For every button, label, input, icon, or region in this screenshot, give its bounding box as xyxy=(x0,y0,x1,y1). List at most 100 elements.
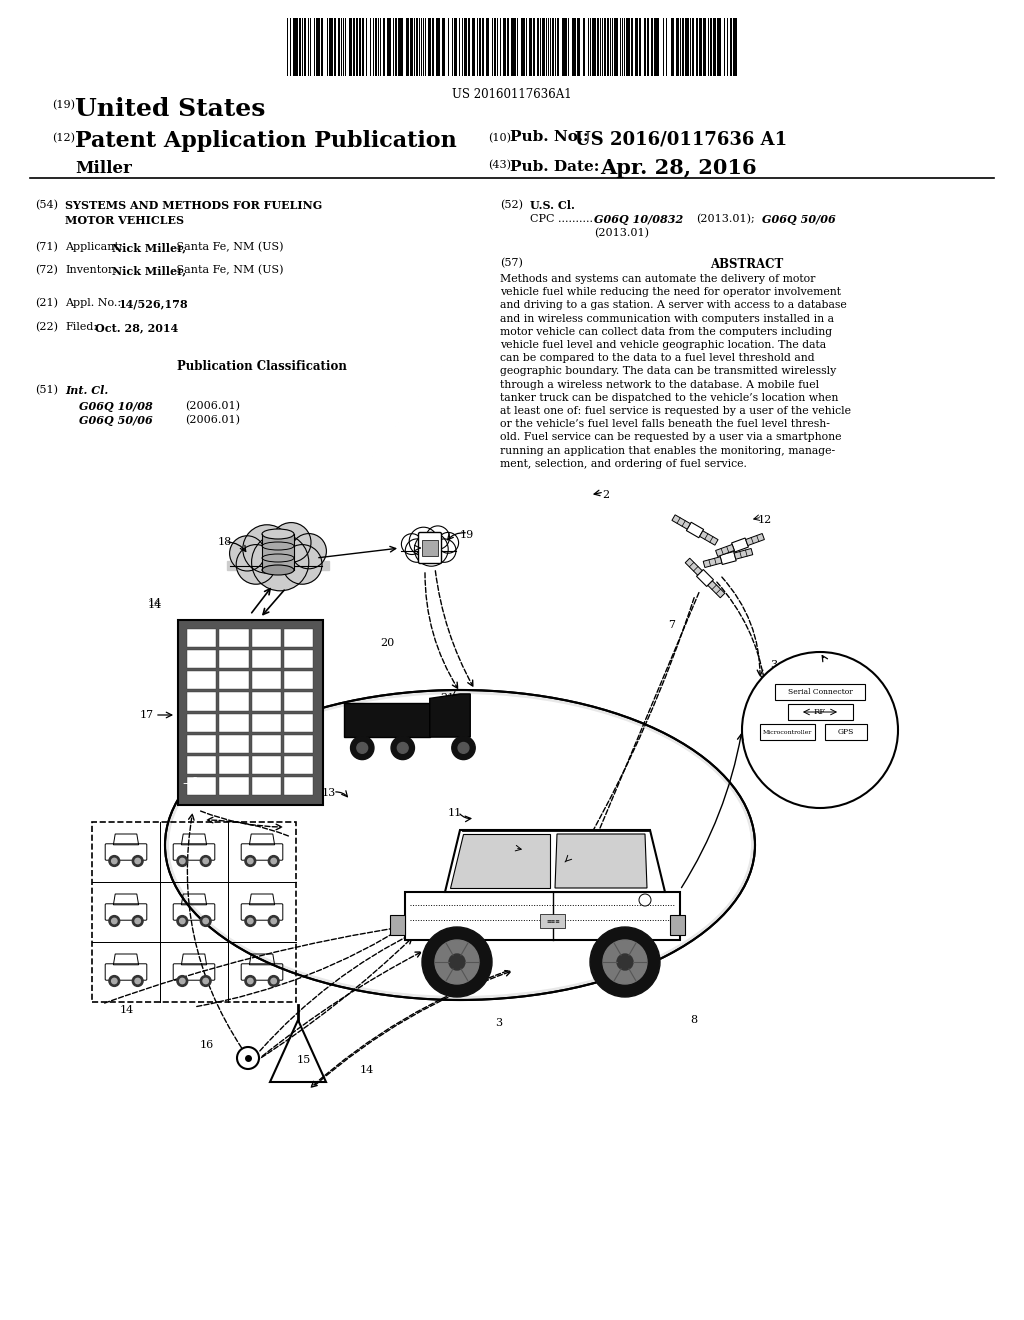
Bar xyxy=(410,18,413,77)
Polygon shape xyxy=(734,549,753,560)
Circle shape xyxy=(432,539,456,562)
Text: vehicle fuel while reducing the need for operator involvement: vehicle fuel while reducing the need for… xyxy=(500,288,841,297)
Circle shape xyxy=(283,545,322,585)
Bar xyxy=(353,18,355,77)
Text: SYSTEMS AND METHODS FOR FUELING: SYSTEMS AND METHODS FOR FUELING xyxy=(65,201,323,211)
Bar xyxy=(713,18,716,77)
Bar xyxy=(334,18,336,77)
Circle shape xyxy=(201,975,211,986)
Text: Nick Miller,: Nick Miller, xyxy=(112,265,186,276)
Polygon shape xyxy=(731,539,749,552)
Bar xyxy=(187,735,216,752)
Circle shape xyxy=(452,737,475,759)
Polygon shape xyxy=(745,533,764,545)
Text: 14: 14 xyxy=(148,601,162,610)
Circle shape xyxy=(177,855,187,866)
Circle shape xyxy=(401,533,422,554)
Text: 14: 14 xyxy=(148,598,162,609)
Bar xyxy=(338,18,340,77)
Circle shape xyxy=(245,916,256,927)
Text: through a wireless network to the database. A mobile fuel: through a wireless network to the databa… xyxy=(500,380,819,389)
Circle shape xyxy=(229,536,265,572)
Text: 12: 12 xyxy=(758,515,772,525)
Circle shape xyxy=(271,919,276,924)
Bar xyxy=(534,18,535,77)
Bar xyxy=(356,18,358,77)
Bar xyxy=(344,702,430,737)
Bar xyxy=(219,630,249,647)
Bar xyxy=(284,672,313,689)
Circle shape xyxy=(248,858,253,863)
Bar xyxy=(187,630,216,647)
Bar xyxy=(529,18,532,77)
Circle shape xyxy=(237,545,275,585)
Bar xyxy=(406,18,409,77)
Bar xyxy=(639,18,641,77)
Circle shape xyxy=(449,954,465,970)
Circle shape xyxy=(435,940,479,983)
Text: RF: RF xyxy=(814,708,826,715)
Polygon shape xyxy=(445,830,665,892)
Circle shape xyxy=(135,858,140,863)
Circle shape xyxy=(237,1047,259,1069)
Circle shape xyxy=(252,533,309,591)
Circle shape xyxy=(271,523,311,562)
Bar xyxy=(92,822,296,1002)
Circle shape xyxy=(245,855,256,866)
Text: (2013.01): (2013.01) xyxy=(594,228,649,239)
Text: (51): (51) xyxy=(35,385,58,395)
Text: and in wireless communication with computers installed in a: and in wireless communication with compu… xyxy=(500,314,834,323)
Bar xyxy=(486,18,489,77)
Text: 21: 21 xyxy=(440,693,455,704)
Bar xyxy=(592,18,596,77)
Bar xyxy=(676,18,679,77)
Bar xyxy=(507,18,509,77)
Circle shape xyxy=(410,527,438,556)
Circle shape xyxy=(639,894,651,906)
Bar xyxy=(614,18,618,77)
Circle shape xyxy=(112,919,117,924)
Circle shape xyxy=(397,742,409,754)
Text: running an application that enables the monitoring, manage-: running an application that enables the … xyxy=(500,446,836,455)
Bar xyxy=(262,535,294,570)
Bar xyxy=(395,18,397,77)
Text: GPS: GPS xyxy=(838,729,854,737)
Bar xyxy=(682,18,684,77)
Text: Publication Classification: Publication Classification xyxy=(176,360,346,374)
Text: G06Q 10/0832: G06Q 10/0832 xyxy=(594,214,683,224)
Bar xyxy=(321,18,323,77)
Text: (21): (21) xyxy=(35,298,58,309)
Bar xyxy=(604,18,606,77)
Text: 9: 9 xyxy=(555,858,562,869)
Circle shape xyxy=(391,737,415,759)
Bar xyxy=(293,18,298,77)
Bar xyxy=(187,651,216,668)
Text: 15: 15 xyxy=(297,1055,311,1065)
FancyBboxPatch shape xyxy=(419,532,441,564)
Circle shape xyxy=(109,975,120,986)
Bar xyxy=(187,777,216,795)
Bar xyxy=(416,18,418,77)
Bar xyxy=(787,704,853,719)
Bar xyxy=(557,18,559,77)
Text: 20: 20 xyxy=(380,638,394,648)
Text: Int. Cl.: Int. Cl. xyxy=(65,385,109,396)
Bar xyxy=(703,18,706,77)
Bar xyxy=(187,693,216,710)
Circle shape xyxy=(132,916,143,927)
Circle shape xyxy=(203,919,209,924)
Text: ABSTRACT: ABSTRACT xyxy=(711,257,783,271)
Bar xyxy=(349,18,352,77)
Text: G06Q 50/06: G06Q 50/06 xyxy=(79,414,153,426)
Bar xyxy=(775,684,865,700)
Bar xyxy=(227,561,329,570)
Bar xyxy=(482,18,484,77)
Circle shape xyxy=(268,855,280,866)
Text: at least one of: fuel service is requested by a user of the vehicle: at least one of: fuel service is request… xyxy=(500,407,851,416)
Text: ≡≡≡: ≡≡≡ xyxy=(546,919,560,924)
Circle shape xyxy=(243,525,291,573)
Bar xyxy=(299,18,301,77)
Bar xyxy=(696,18,698,77)
Circle shape xyxy=(590,927,660,997)
Text: 3: 3 xyxy=(770,660,777,671)
